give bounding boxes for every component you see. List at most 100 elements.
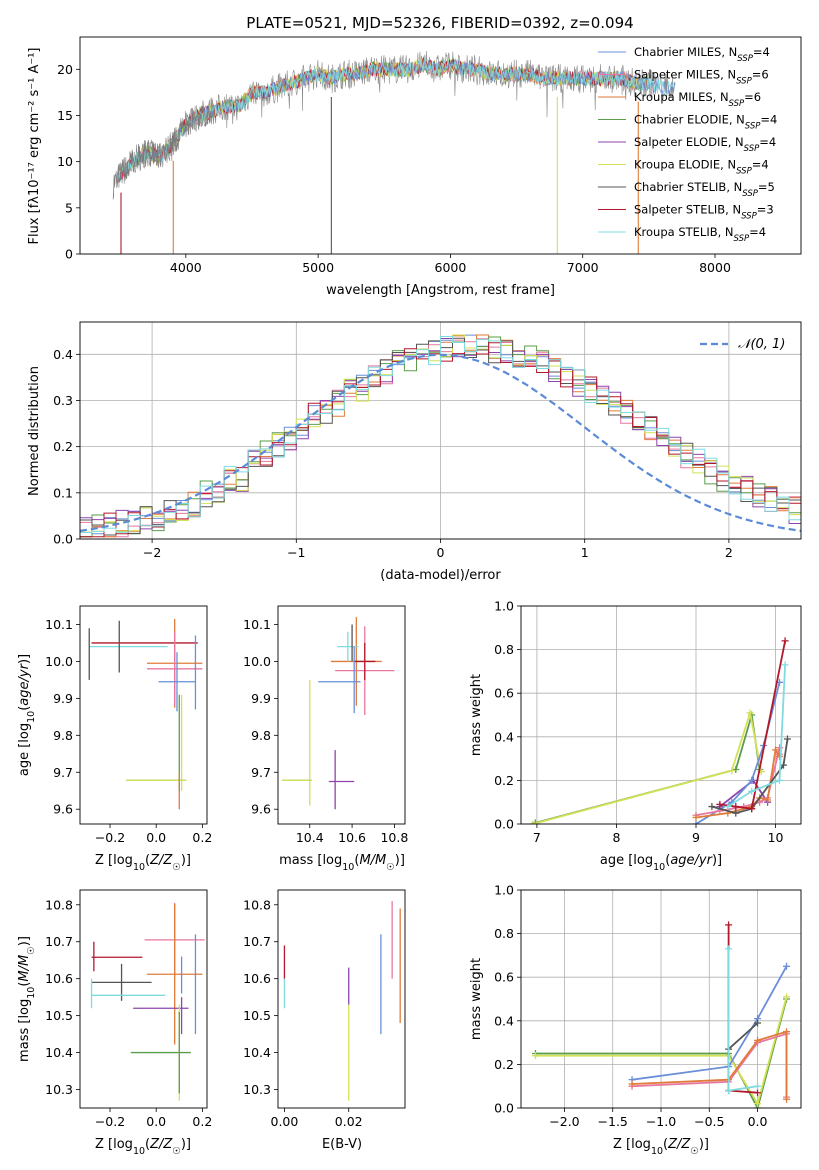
- x-tick-label: 0.0: [146, 830, 166, 845]
- y-tick-label: 0.6: [494, 970, 514, 985]
- y-tick-label: 9.6: [53, 802, 73, 817]
- y-tick-label: 0.6: [494, 686, 514, 701]
- mass-weight-vs-z-ylabel: mass weight: [469, 958, 484, 1040]
- series-point: [776, 752, 784, 760]
- x-tick-label: 10.6: [338, 830, 366, 845]
- legend-entry: Chabrier ELODIE, NSSP=4: [634, 113, 777, 132]
- y-tick-label: 0.0: [494, 817, 514, 832]
- x-tick-label: 0.02: [335, 1114, 363, 1129]
- legend-entry: Chabrier STELIB, NSSP=5: [634, 180, 775, 199]
- series-point: [783, 735, 791, 743]
- series-point: [764, 796, 772, 804]
- series-point: [783, 1095, 791, 1103]
- y-tick-label: 0.4: [494, 1013, 514, 1028]
- series-point: [754, 1036, 762, 1044]
- x-tick-label: 0.00: [271, 1114, 299, 1129]
- y-tick-label: 10.4: [45, 1045, 73, 1060]
- legend-entry: Kroupa MILES, NSSP=6: [634, 90, 761, 109]
- y-tick-label: 9.6: [251, 802, 271, 817]
- series-point: [754, 1089, 762, 1097]
- y-tick-label: 5: [65, 200, 73, 215]
- mass-vs-z-xlabel: Z [log10(Z/Z☉)]: [95, 1137, 191, 1157]
- series-line: [727, 924, 758, 1094]
- y-tick-label: 0.8: [494, 926, 514, 941]
- y-tick-label: 10.6: [243, 971, 271, 986]
- age_vs_mass-frame: [277, 605, 406, 825]
- series-point: [628, 1080, 636, 1088]
- age-vs-z-xlabel: Z [log10(Z/Z☉)]: [95, 853, 191, 873]
- x-tick-label: −0.2: [95, 830, 125, 845]
- series-point: [725, 945, 733, 953]
- x-tick-label: −2: [143, 545, 161, 560]
- series-line: [727, 1022, 759, 1050]
- x-tick-label: −1.0: [646, 1114, 676, 1129]
- x-tick-label: 8: [612, 830, 620, 845]
- y-tick-label: 9.7: [53, 765, 73, 780]
- y-tick-label: 10.1: [243, 617, 271, 632]
- y-tick-label: 10.7: [243, 934, 271, 949]
- x-tick-label: 10.4: [296, 830, 324, 845]
- age-vs-z-ylabel: age [log10(age/yr)]: [17, 654, 37, 776]
- series-line: [727, 664, 786, 808]
- residuals-ylabel: Normed distribution: [27, 366, 42, 496]
- series-point: [716, 800, 724, 808]
- spectrum-model-kroupa-stelib: [116, 57, 676, 183]
- series-line: [532, 712, 763, 824]
- series-point: [692, 820, 700, 824]
- y-tick-label: 0.2: [494, 1057, 514, 1072]
- y-tick-label: 0.2: [494, 773, 514, 788]
- series-point: [748, 776, 756, 784]
- series-point: [732, 809, 740, 817]
- legend-entry: Chabrier MILES, NSSP=4: [634, 45, 770, 64]
- legend-entry: Salpeter ELODIE, NSSP=4: [634, 135, 776, 154]
- x-tick-label: 4000: [170, 260, 202, 275]
- age_vs_mass-axes: 10.4 10.6 10.8 9.6 9.7 9.8 9.9 10.0 10.1: [243, 617, 408, 845]
- legend-entry: Salpeter MILES, NSSP=6: [634, 68, 769, 87]
- y-tick-label: 10.0: [45, 654, 73, 669]
- series-point: [725, 921, 733, 929]
- series-point: [783, 962, 791, 970]
- y-tick-label: 10.1: [45, 617, 73, 632]
- mass_vs_Z-axes: −0.2 0.0 0.2 10.3 10.4 10.5 10.6 10.7 10.8: [45, 897, 212, 1129]
- legend-entry: Kroupa STELIB, NSSP=4: [634, 225, 766, 244]
- y-tick-label: 0.0: [53, 532, 73, 547]
- y-tick-label: 10.8: [45, 897, 73, 912]
- x-tick-label: 1: [581, 545, 589, 560]
- series-point: [531, 1052, 539, 1060]
- spectrum-frame: [79, 36, 802, 255]
- spectrum-ylabel: Flux [fλ10⁻¹⁷ erg cm⁻² s⁻¹ A⁻¹]: [27, 48, 42, 245]
- series-point: [780, 761, 787, 769]
- series-point: [732, 803, 740, 811]
- y-tick-label: 0: [65, 247, 73, 262]
- series-point: [746, 709, 754, 717]
- y-tick-label: 10.0: [243, 654, 271, 669]
- mass_weight_vs_Z-lines: [531, 921, 791, 1108]
- spectrum-axes: 4000 5000 6000 7000 8000 0 5 10 15 20: [57, 62, 731, 275]
- mass_weight_vs_age-axes: 7 8 9 10 0.0 0.2 0.4 0.6 0.8 1.0: [494, 599, 801, 845]
- x-tick-label: 7: [533, 830, 541, 845]
- normal-curve: [80, 353, 801, 532]
- y-tick-label: 1.0: [494, 599, 514, 614]
- series-point: [748, 787, 756, 795]
- y-tick-label: 0.4: [53, 347, 73, 362]
- x-tick-label: 6000: [435, 260, 467, 275]
- series-point: [708, 803, 716, 811]
- age_vs_mass-points: [282, 617, 395, 810]
- x-tick-label: 10: [768, 830, 784, 845]
- y-tick-label: 10.5: [243, 1008, 271, 1023]
- series-point: [748, 805, 756, 813]
- x-tick-label: −1: [287, 545, 305, 560]
- series-point: [754, 1019, 762, 1027]
- x-tick-label: 0.0: [748, 1114, 768, 1129]
- x-tick-label: 9: [692, 830, 700, 845]
- age_vs_Z-axes: −0.2 0.0 0.2 9.6 9.7 9.8 9.9 10.0 10.1: [45, 617, 212, 845]
- residuals-axes: −2 −1 0 1 2 0.0 0.1 0.2 0.3 0.4: [53, 322, 801, 560]
- y-tick-label: 9.8: [53, 728, 73, 743]
- residuals-frame: [79, 321, 802, 540]
- mass_weight_vs_age-lines: [529, 637, 791, 824]
- mass-vs-z-ylabel: mass [log10(M/M☉)]: [17, 936, 37, 1062]
- mass-weight-vs-z-xlabel: Z [log10(Z/Z☉)]: [613, 1137, 709, 1157]
- mass_vs_Z-points: [90, 902, 205, 1101]
- y-tick-label: 9.8: [251, 728, 271, 743]
